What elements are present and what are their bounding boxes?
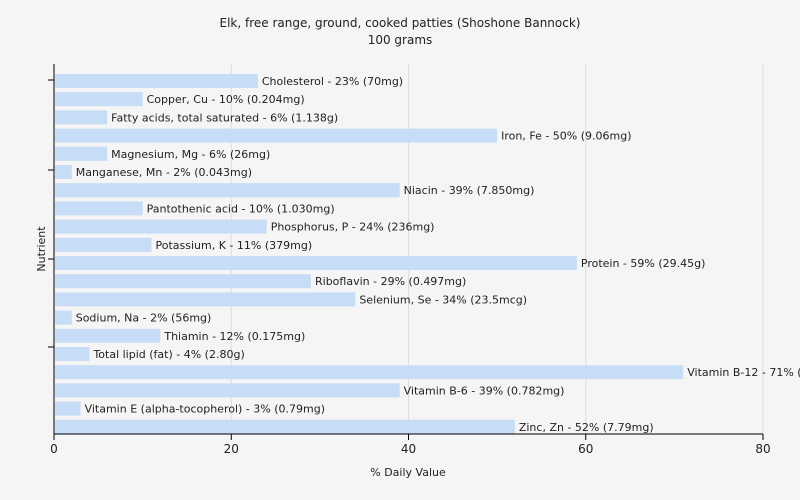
bar-label: Manganese, Mn - 2% (0.043mg): [76, 166, 252, 179]
bar-label: Vitamin B-12 - 71% (4.25mcg): [687, 366, 800, 379]
x-axis-label: % Daily Value: [370, 466, 446, 479]
bar: [55, 274, 312, 289]
x-tick-label: 20: [224, 442, 239, 456]
bar: [55, 256, 577, 270]
bar: [55, 419, 515, 434]
x-tick-label: 0: [50, 442, 58, 456]
bar-label: Copper, Cu - 10% (0.204mg): [147, 93, 305, 106]
bar-label: Fatty acids, total saturated - 6% (1.138…: [111, 111, 338, 124]
bar: [55, 128, 498, 143]
bar: [55, 365, 684, 380]
bar-label: Cholesterol - 23% (70mg): [262, 75, 403, 88]
bar: [55, 165, 72, 179]
bar-label: Iron, Fe - 50% (9.06mg): [501, 130, 631, 143]
bar-label: Riboflavin - 29% (0.497mg): [315, 275, 466, 288]
bar-label: Vitamin B-6 - 39% (0.782mg): [404, 384, 565, 397]
bar-label: Selenium, Se - 34% (23.5mcg): [359, 293, 527, 306]
bar: [55, 110, 108, 125]
x-tick-label: 80: [755, 442, 770, 456]
bar-label: Phosphorus, P - 24% (236mg): [271, 221, 435, 234]
x-ticks: 0 20 40 60 80: [50, 434, 771, 456]
bar-label: Zinc, Zn - 52% (7.79mg): [519, 421, 654, 434]
bar-label: Sodium, Na - 2% (56mg): [76, 312, 212, 325]
bars-group: Cholesterol - 23% (70mg) Copper, Cu - 10%…: [55, 74, 800, 434]
y-axis-label: Nutrient: [35, 226, 48, 272]
bar: [55, 310, 72, 325]
bar: [55, 183, 400, 198]
chart-subtitle: 100 grams: [368, 33, 433, 47]
bar: [55, 74, 258, 88]
bar: [55, 201, 143, 216]
x-tick-label: 40: [401, 442, 416, 456]
bar-label: Thiamin - 12% (0.175mg): [163, 330, 305, 343]
bar: [55, 347, 90, 361]
bar: [55, 383, 400, 398]
bar: [55, 401, 81, 416]
chart-title: Elk, free range, ground, cooked patties …: [220, 16, 581, 30]
bar-label: Vitamin E (alpha-tocopherol) - 3% (0.79m…: [85, 403, 325, 416]
bar: [55, 219, 267, 234]
bar-label: Pantothenic acid - 10% (1.030mg): [147, 202, 335, 215]
bar-label: Total lipid (fat) - 4% (2.80g): [92, 348, 244, 361]
bar-label: Potassium, K - 11% (379mg): [155, 239, 312, 252]
x-tick-label: 60: [578, 442, 593, 456]
bar-label: Niacin - 39% (7.850mg): [404, 184, 535, 197]
bar: [55, 92, 143, 107]
bar-label: Magnesium, Mg - 6% (26mg): [111, 148, 270, 161]
bar: [55, 328, 161, 343]
bar-label: Protein - 59% (29.45g): [581, 257, 706, 270]
bar: [55, 237, 152, 252]
bar: [55, 292, 356, 307]
bar: [55, 146, 108, 161]
